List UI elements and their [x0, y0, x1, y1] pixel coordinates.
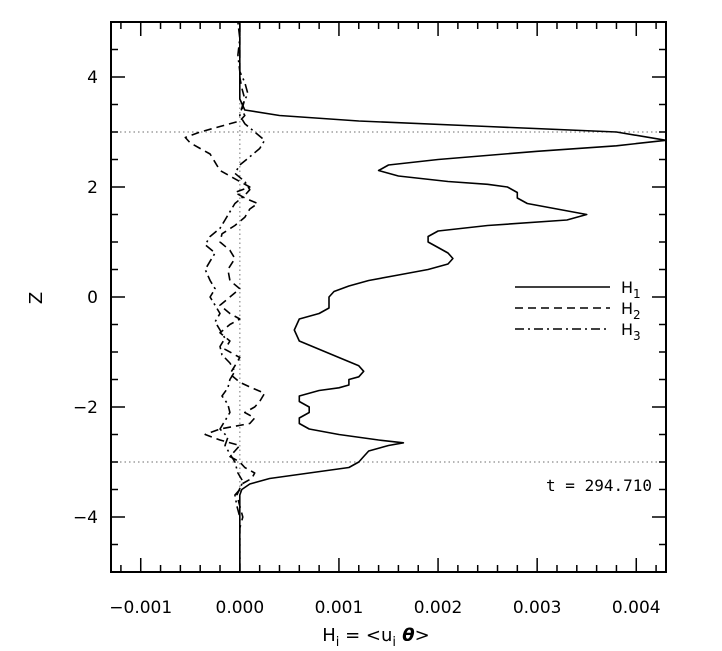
y-tick-label: 4 [87, 68, 98, 88]
y-tick-label: −2 [73, 398, 98, 418]
x-tick-label: 0.001 [315, 598, 364, 618]
x-tick-label: 0.002 [414, 598, 463, 618]
y-axis-title: Z [26, 292, 47, 304]
reference-lines [111, 22, 666, 572]
legend-label-h3: H3 [621, 320, 641, 343]
legend-label-h2: H2 [621, 299, 641, 322]
y-tick-label: 2 [87, 178, 98, 198]
series-line-h2 [184, 22, 266, 572]
time-annotation: t = 294.710 [546, 476, 652, 495]
series-line-h3 [204, 21, 266, 572]
x-title-base: H [322, 625, 336, 646]
x-title-sub: i [336, 635, 340, 650]
x-title-end: > [415, 625, 430, 646]
x-tick-label: 0.000 [216, 598, 265, 618]
x-title-theta: θ [396, 625, 415, 646]
tick-labels: −0.001 0.000 0.001 0.002 0.003 0.004 −4 −2 0 2 4 [73, 68, 661, 618]
x-title-sub2: i [392, 635, 396, 650]
x-tick-label: −0.001 [109, 598, 172, 618]
y-tick-label: −4 [73, 508, 98, 528]
legend-label-h1: H1 [621, 278, 641, 301]
axis-ticks [111, 21, 666, 573]
x-tick-label: 0.004 [612, 598, 661, 618]
series-line-h1 [239, 22, 667, 572]
series-lines [184, 21, 667, 572]
x-tick-label: 0.003 [513, 598, 562, 618]
x-title-mid: = <u [339, 625, 392, 646]
x-axis-title: Hi = <ui θ> [322, 625, 430, 650]
y-tick-label: 0 [87, 288, 98, 308]
